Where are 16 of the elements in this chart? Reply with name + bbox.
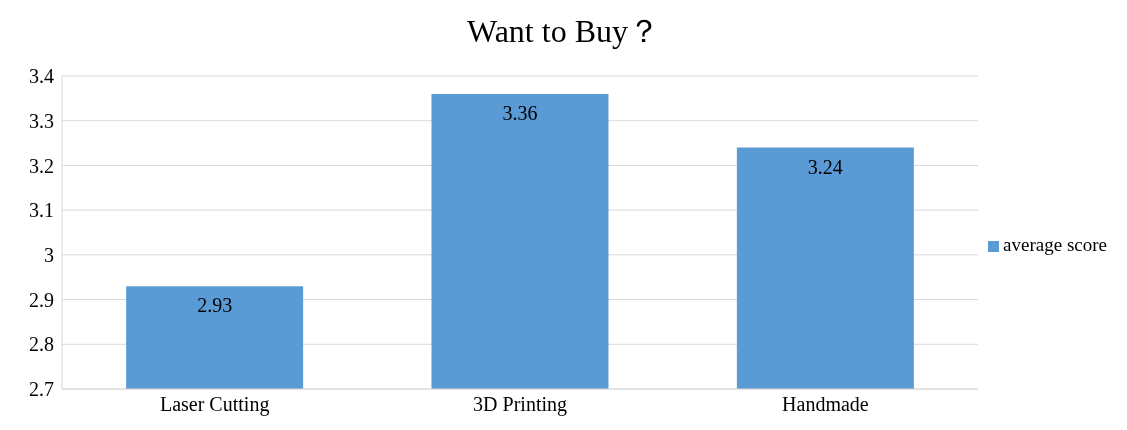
data-label: 3.24 bbox=[807, 155, 843, 178]
y-tick-label: 3 bbox=[44, 243, 54, 266]
legend-label: average score bbox=[1003, 234, 1107, 255]
y-tick-label: 2.9 bbox=[29, 288, 54, 311]
data-label: 2.93 bbox=[197, 294, 233, 317]
y-tick-label: 3.3 bbox=[29, 109, 54, 132]
y-tick-label: 2.7 bbox=[29, 378, 54, 401]
x-tick-label: Laser Cutting bbox=[159, 393, 270, 417]
y-tick-label: 3.2 bbox=[29, 154, 54, 177]
chart-title: Want to Buy？ bbox=[466, 12, 661, 51]
y-tick-label: 2.8 bbox=[29, 333, 54, 356]
data-label: 3.36 bbox=[502, 102, 538, 125]
x-tick-label: 3D Printing bbox=[473, 393, 567, 417]
x-tick-label: Handmade bbox=[782, 393, 869, 416]
y-tick-label: 3.4 bbox=[29, 65, 54, 88]
y-tick-label: 3.1 bbox=[29, 199, 54, 222]
